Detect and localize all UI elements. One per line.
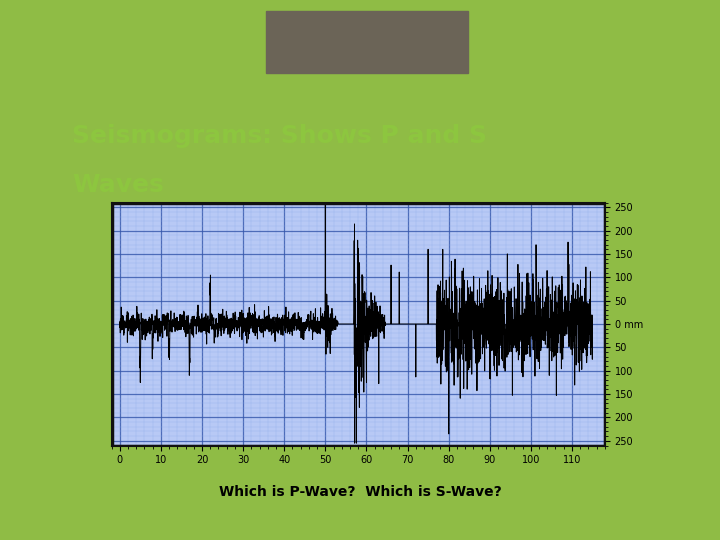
Text: Seismograms: Shows P and S: Seismograms: Shows P and S	[72, 124, 487, 148]
Text: Which is P-Wave?  Which is S-Wave?: Which is P-Wave? Which is S-Wave?	[219, 485, 501, 500]
Text: Waves: Waves	[72, 173, 163, 197]
